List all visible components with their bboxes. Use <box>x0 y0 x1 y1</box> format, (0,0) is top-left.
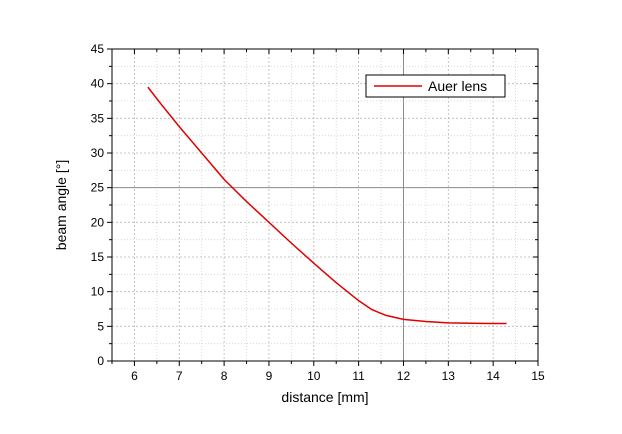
x-tick-label: 12 <box>397 369 411 383</box>
axis-ticks <box>107 48 539 366</box>
series-line-0 <box>147 86 507 325</box>
y-tick-label: 0 <box>97 354 104 368</box>
x-tick-label: 14 <box>486 369 500 383</box>
legend-box <box>365 74 506 98</box>
grid <box>111 49 539 361</box>
x-axis-label: distance [mm] <box>281 389 368 405</box>
y-tick-labels: 0 5 10 15 20 25 30 35 40 45 <box>91 42 105 368</box>
x-tick-label: 13 <box>442 369 456 383</box>
y-tick-label: 35 <box>91 111 105 125</box>
x-tick-label: 11 <box>352 369 365 383</box>
y-tick-label: 40 <box>91 77 105 91</box>
legend-label: Auer lens <box>428 78 487 94</box>
y-tick-label: 30 <box>91 146 105 160</box>
y-tick-label: 25 <box>91 181 105 195</box>
series-layer <box>147 86 507 325</box>
legend: Auer lens <box>365 74 506 98</box>
x-tick-label: 10 <box>307 369 321 383</box>
y-tick-label: 20 <box>91 215 105 229</box>
x-tick-label: 7 <box>176 369 183 383</box>
y-tick-label: 45 <box>91 42 105 56</box>
y-tick-label: 10 <box>91 285 105 299</box>
x-tick-label: 8 <box>221 369 228 383</box>
x-tick-label: 9 <box>266 369 273 383</box>
y-tick-label: 15 <box>91 250 105 264</box>
y-tick-label: 5 <box>97 319 104 333</box>
x-tick-label: 15 <box>531 369 545 383</box>
x-tick-labels: 6 7 8 9 10 11 12 13 14 15 <box>131 369 545 383</box>
x-tick-label: 6 <box>131 369 138 383</box>
y-axis-label: beam angle [°] <box>53 160 69 250</box>
